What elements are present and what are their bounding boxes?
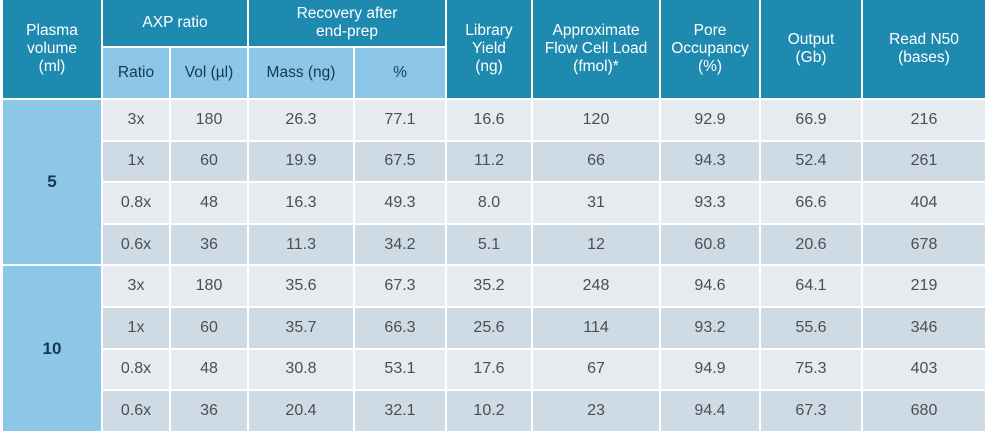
cell-library-yield: 8.0 [447,183,531,223]
cell-read-n50: 404 [863,183,985,223]
cell-vol: 36 [171,224,247,265]
cell-pore-occupancy: 93.3 [661,183,759,223]
cell-flow-cell-load: 12 [533,224,659,265]
cell-ratio: 0.8x [103,183,169,223]
header-read-n50: Read N50 (bases) [863,0,985,98]
header-flow-cell-load: Approximate Flow Cell Load (fmol)* [533,0,659,98]
cell-library-yield: 17.6 [447,349,531,390]
cell-mass: 16.3 [249,183,353,223]
cell-read-n50: 216 [863,100,985,140]
cell-mass: 11.3 [249,224,353,265]
cell-recovery-percent: 77.1 [355,100,445,140]
header-recovery: Recovery after end-prep [249,0,445,46]
cell-vol: 48 [171,183,247,223]
cell-read-n50: 346 [863,307,985,348]
cell-flow-cell-load: 67 [533,349,659,390]
cell-read-n50: 403 [863,349,985,390]
cell-mass: 35.7 [249,307,353,348]
cell-output: 52.4 [761,141,861,182]
cell-ratio: 1x [103,141,169,182]
cell-pore-occupancy: 94.4 [661,391,759,431]
cell-read-n50: 680 [863,391,985,431]
cell-flow-cell-load: 31 [533,183,659,223]
cell-library-yield: 25.6 [447,307,531,348]
header-pore-occupancy: Pore Occupancy (%) [661,0,759,98]
cell-ratio: 3x [103,100,169,140]
cell-vol: 60 [171,141,247,182]
cell-vol: 36 [171,391,247,431]
cell-library-yield: 5.1 [447,224,531,265]
cell-output: 75.3 [761,349,861,390]
cell-pore-occupancy: 94.9 [661,349,759,390]
results-table: Plasma volume (ml) AXP ratio Recovery af… [3,0,997,431]
cell-flow-cell-load: 248 [533,266,659,306]
cell-ratio: 0.8x [103,349,169,390]
cell-mass: 26.3 [249,100,353,140]
subheader-percent: % [355,48,445,98]
cell-library-yield: 10.2 [447,391,531,431]
cell-read-n50: 678 [863,224,985,265]
cell-output: 67.3 [761,391,861,431]
cell-ratio: 3x [103,266,169,306]
cell-pore-occupancy: 93.2 [661,307,759,348]
cell-ratio: 1x [103,307,169,348]
subheader-ratio: Ratio [103,48,169,98]
cell-mass: 20.4 [249,391,353,431]
cell-output: 66.9 [761,100,861,140]
cell-recovery-percent: 49.3 [355,183,445,223]
cell-vol: 48 [171,349,247,390]
cell-recovery-percent: 53.1 [355,349,445,390]
cell-flow-cell-load: 114 [533,307,659,348]
cell-mass: 19.9 [249,141,353,182]
cell-output: 55.6 [761,307,861,348]
cell-flow-cell-load: 66 [533,141,659,182]
cell-ratio: 0.6x [103,391,169,431]
cell-library-yield: 35.2 [447,266,531,306]
cell-output: 64.1 [761,266,861,306]
cell-read-n50: 261 [863,141,985,182]
cell-flow-cell-load: 120 [533,100,659,140]
header-output: Output (Gb) [761,0,861,98]
cell-mass: 30.8 [249,349,353,390]
cell-recovery-percent: 67.3 [355,266,445,306]
cell-pore-occupancy: 94.6 [661,266,759,306]
cell-library-yield: 16.6 [447,100,531,140]
cell-ratio: 0.6x [103,224,169,265]
header-axp-ratio: AXP ratio [103,0,247,46]
cell-output: 66.6 [761,183,861,223]
cell-vol: 180 [171,266,247,306]
cell-recovery-percent: 34.2 [355,224,445,265]
cell-library-yield: 11.2 [447,141,531,182]
cell-recovery-percent: 66.3 [355,307,445,348]
cell-pore-occupancy: 60.8 [661,224,759,265]
subheader-vol: Vol (µl) [171,48,247,98]
cell-pore-occupancy: 94.3 [661,141,759,182]
subheader-mass: Mass (ng) [249,48,353,98]
cell-flow-cell-load: 23 [533,391,659,431]
header-library-yield: Library Yield (ng) [447,0,531,98]
cell-recovery-percent: 67.5 [355,141,445,182]
cell-mass: 35.6 [249,266,353,306]
plasma-volume-cell: 10 [3,266,101,431]
cell-recovery-percent: 32.1 [355,391,445,431]
cell-output: 20.6 [761,224,861,265]
cell-read-n50: 219 [863,266,985,306]
cell-vol: 180 [171,100,247,140]
cell-pore-occupancy: 92.9 [661,100,759,140]
plasma-volume-cell: 5 [3,100,101,265]
cell-vol: 60 [171,307,247,348]
header-plasma-volume: Plasma volume (ml) [3,0,101,98]
